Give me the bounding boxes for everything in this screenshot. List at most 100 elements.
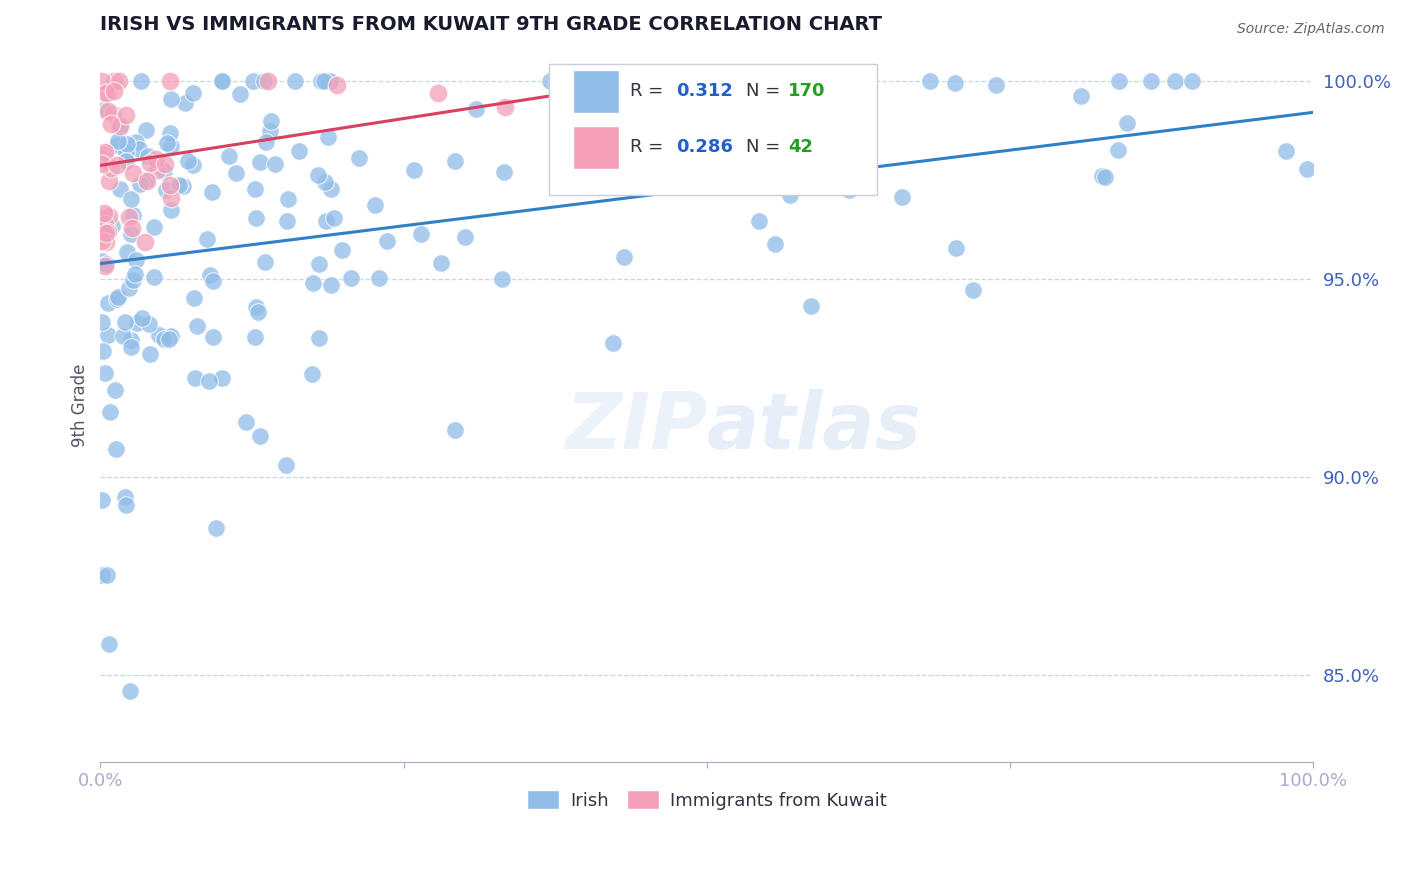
Point xyxy=(198,268,221,282)
Point xyxy=(112,329,135,343)
Point xyxy=(211,74,233,88)
Point xyxy=(1181,74,1204,88)
Point xyxy=(94,218,117,232)
Point xyxy=(613,250,636,264)
Point xyxy=(97,225,120,239)
Point xyxy=(201,330,224,344)
Point xyxy=(307,169,329,183)
Point xyxy=(107,290,129,304)
Point xyxy=(91,213,114,227)
Point xyxy=(156,136,179,151)
Point xyxy=(1164,74,1187,88)
Point xyxy=(568,74,591,88)
Point xyxy=(1108,74,1130,88)
Point xyxy=(118,281,141,295)
Text: 0.312: 0.312 xyxy=(676,82,734,100)
Point xyxy=(229,87,252,102)
Point xyxy=(105,137,128,152)
Point xyxy=(465,102,488,116)
Point xyxy=(136,174,159,188)
Point xyxy=(253,254,276,268)
Point xyxy=(114,145,136,160)
Text: 42: 42 xyxy=(789,138,813,156)
Point xyxy=(91,103,114,118)
Point xyxy=(127,316,149,330)
Point xyxy=(277,192,299,206)
Point xyxy=(181,87,204,101)
Point xyxy=(114,108,136,122)
Point xyxy=(242,74,264,88)
Point xyxy=(375,234,398,248)
Point xyxy=(94,259,117,273)
Point xyxy=(94,235,117,249)
Point xyxy=(201,186,224,200)
Point xyxy=(984,78,1007,92)
Point xyxy=(274,458,297,472)
Point xyxy=(120,684,142,698)
Point xyxy=(945,241,967,255)
Point xyxy=(160,328,183,343)
Point xyxy=(962,283,984,297)
Point xyxy=(129,74,152,88)
Point xyxy=(404,163,426,178)
Point xyxy=(319,74,342,88)
Point xyxy=(288,144,311,158)
Point xyxy=(115,154,138,169)
Point xyxy=(538,74,561,88)
Point xyxy=(257,74,280,88)
Point xyxy=(321,181,343,195)
Point xyxy=(159,178,181,193)
Point xyxy=(315,214,337,228)
Point xyxy=(253,74,276,88)
Point xyxy=(443,154,465,169)
Point xyxy=(105,292,128,306)
Point xyxy=(98,405,121,419)
Point xyxy=(364,198,387,212)
Point xyxy=(318,130,340,145)
Point xyxy=(122,166,145,180)
Point xyxy=(1091,169,1114,183)
Point xyxy=(93,366,115,380)
Point xyxy=(920,74,942,88)
Point xyxy=(121,221,143,235)
Point xyxy=(108,181,131,195)
Point xyxy=(1094,170,1116,185)
Point xyxy=(153,332,176,346)
Point xyxy=(444,424,467,438)
Point xyxy=(155,183,177,197)
Point xyxy=(148,328,170,343)
Point xyxy=(769,74,792,88)
Point xyxy=(284,74,307,88)
Point xyxy=(104,383,127,397)
Point xyxy=(91,253,114,268)
Point xyxy=(308,330,330,344)
Point xyxy=(159,126,181,140)
Point xyxy=(235,415,257,429)
Point xyxy=(330,243,353,257)
Point xyxy=(120,192,142,206)
Point xyxy=(94,145,117,160)
Point xyxy=(211,74,233,88)
Legend: Irish, Immigrants from Kuwait: Irish, Immigrants from Kuwait xyxy=(520,783,894,817)
Point xyxy=(103,84,125,98)
Point xyxy=(838,183,860,197)
Point xyxy=(90,211,112,226)
Point xyxy=(100,117,122,131)
Point xyxy=(245,300,267,314)
Point xyxy=(169,178,191,192)
Point xyxy=(135,123,157,137)
Point xyxy=(122,273,145,287)
Point xyxy=(115,499,138,513)
Point xyxy=(211,371,233,385)
Point xyxy=(120,333,142,347)
Point xyxy=(347,151,370,165)
Point xyxy=(90,492,112,507)
Point xyxy=(249,428,271,442)
Point xyxy=(309,74,332,88)
Point xyxy=(90,74,112,88)
Point xyxy=(779,187,801,202)
Point xyxy=(97,637,120,651)
Text: 0.286: 0.286 xyxy=(676,138,734,156)
Point xyxy=(93,147,115,161)
Point xyxy=(159,74,181,88)
